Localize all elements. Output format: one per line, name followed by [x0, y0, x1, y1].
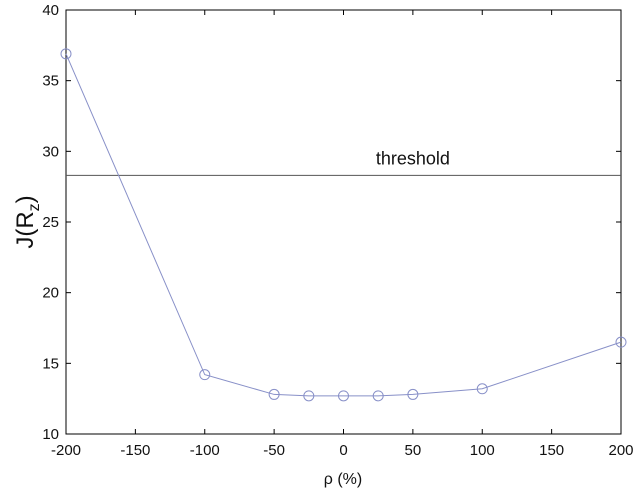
plot-area — [65, 9, 622, 435]
x-tick-label: -50 — [263, 442, 285, 459]
y-tick-label: 35 — [42, 73, 59, 90]
data-point — [372, 390, 384, 402]
x-tick-label: 100 — [470, 442, 495, 459]
y-tick-label: 40 — [42, 2, 59, 19]
y-tick-label: 30 — [42, 143, 59, 160]
data-point — [199, 369, 211, 381]
x-tick-label: -100 — [190, 442, 220, 459]
series-line — [65, 53, 622, 397]
x-tick-label: 200 — [608, 442, 633, 459]
x-tick-label: -200 — [51, 442, 81, 459]
y-axis-label: J(Rz) — [12, 195, 43, 248]
data-point — [407, 388, 419, 400]
data-point — [615, 336, 627, 348]
y-tick-label: 20 — [42, 285, 59, 302]
y-axis-label-suffix: ) — [12, 195, 39, 203]
data-point — [476, 383, 488, 395]
x-tick-label: -150 — [120, 442, 150, 459]
y-axis-label-main: J(R — [12, 211, 39, 248]
data-point — [268, 388, 280, 400]
y-tick-label: 10 — [42, 426, 59, 443]
data-point — [60, 48, 72, 60]
x-tick-label: 150 — [539, 442, 564, 459]
x-tick-label: 50 — [405, 442, 422, 459]
data-point — [303, 390, 315, 402]
data-point — [338, 390, 349, 402]
x-tick-label: 0 — [339, 442, 347, 459]
y-axis-label-subscript: z — [26, 203, 43, 211]
threshold-label: threshold — [376, 148, 450, 168]
y-tick-label: 25 — [42, 214, 59, 231]
y-tick-label: 15 — [42, 355, 59, 372]
x-axis-label: ρ (%) — [324, 471, 362, 488]
